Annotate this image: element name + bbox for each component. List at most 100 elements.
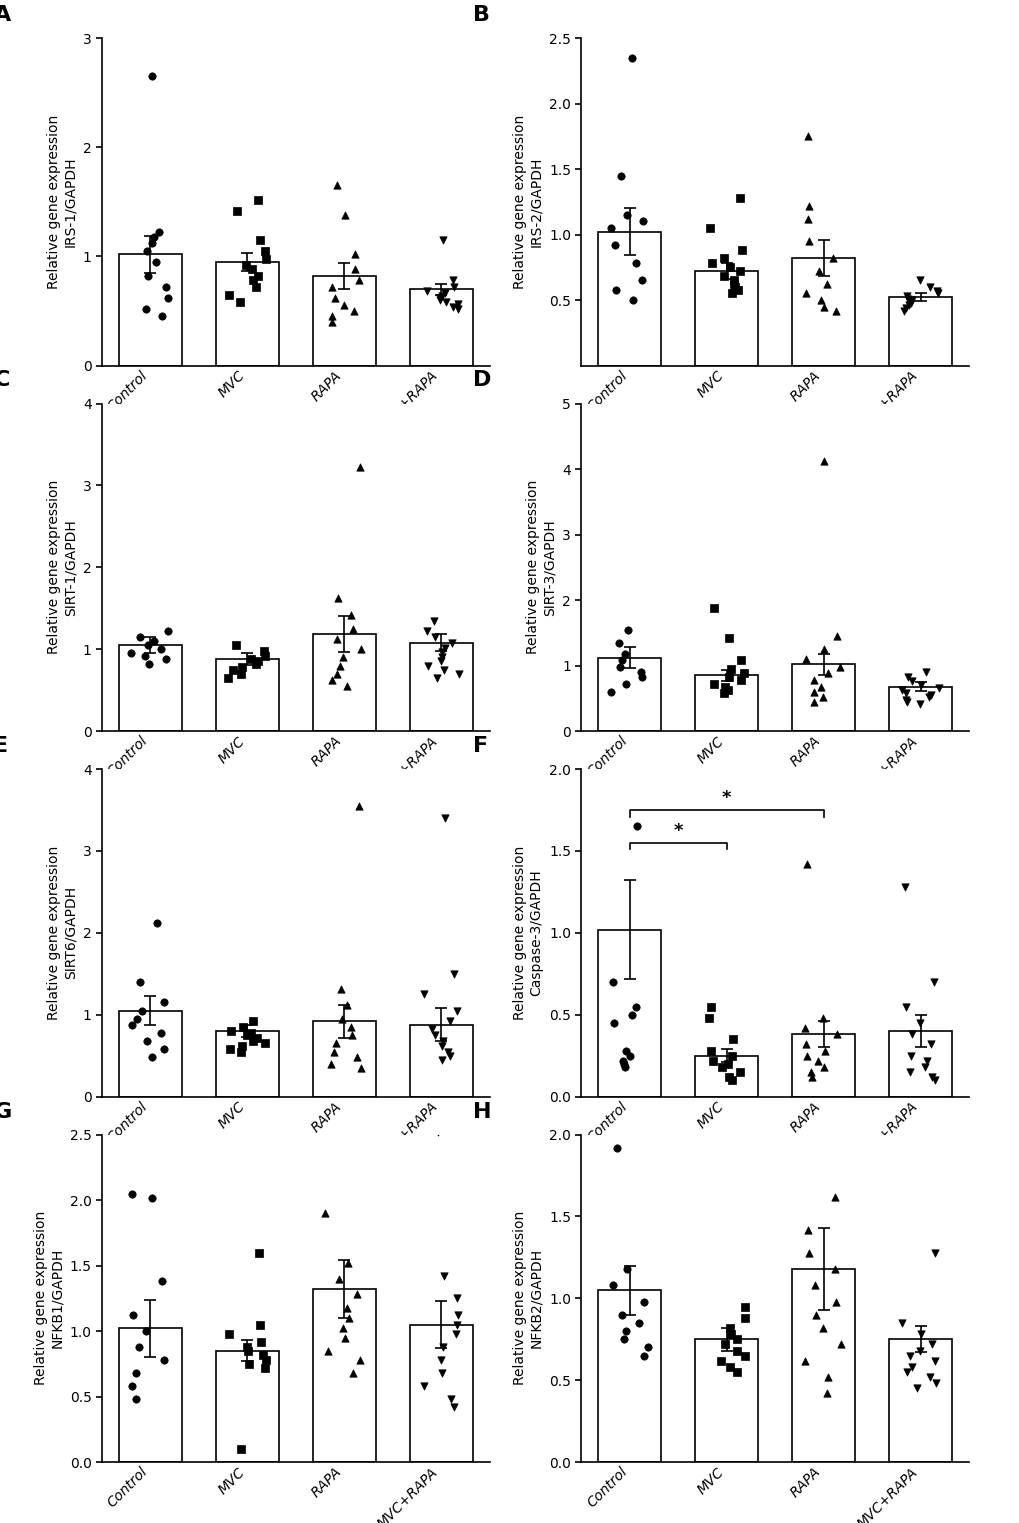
Point: [904, 1022, 920, 1046]
Bar: [313, 635, 375, 731]
Y-axis label: Relative gene expression
SIRT-1/GAPDH: Relative gene expression SIRT-1/GAPDH: [47, 480, 77, 655]
Point: [916, 1055, 932, 1080]
Point: [628, 251, 644, 276]
Point: [798, 1043, 814, 1068]
Point: [334, 1316, 351, 1340]
Bar: [889, 297, 951, 366]
Point: [702, 1039, 718, 1063]
Point: [128, 1007, 145, 1031]
Point: [908, 1377, 924, 1401]
Point: [338, 993, 355, 1017]
Point: [144, 64, 160, 88]
Point: [736, 1305, 752, 1330]
Point: [250, 187, 266, 212]
Point: [715, 1333, 732, 1357]
Point: [819, 1365, 836, 1389]
Bar: [313, 1288, 375, 1462]
Y-axis label: Relative gene expression
NFKB1/GAPDH: Relative gene expression NFKB1/GAPDH: [34, 1211, 64, 1386]
Point: [123, 1013, 140, 1037]
Point: [418, 279, 434, 303]
Point: [244, 257, 260, 282]
Point: [814, 1316, 830, 1340]
Point: [814, 1005, 830, 1030]
Point: [433, 1034, 449, 1058]
Point: [723, 282, 740, 306]
Point: [732, 1060, 748, 1084]
Point: [918, 1048, 934, 1072]
Point: [146, 629, 162, 653]
Bar: [598, 231, 660, 366]
Point: [248, 274, 264, 299]
Point: [427, 624, 443, 649]
Point: [720, 666, 737, 690]
Text: F: F: [473, 736, 487, 755]
Point: [434, 646, 450, 670]
Point: [339, 1250, 356, 1275]
Point: [615, 1055, 632, 1080]
Point: [619, 203, 635, 227]
Point: [903, 669, 919, 693]
Point: [930, 676, 947, 701]
Point: [249, 1025, 265, 1049]
Point: [158, 647, 174, 672]
Point: [902, 291, 918, 315]
Point: [635, 1343, 651, 1368]
Point: [826, 1290, 843, 1314]
Point: [434, 1048, 450, 1072]
Point: [635, 1290, 651, 1314]
Point: [805, 667, 821, 691]
Point: [604, 1273, 621, 1298]
Point: [732, 649, 748, 673]
Point: [435, 1028, 451, 1052]
Y-axis label: Relative gene expression
Caspase-3/GAPDH: Relative gene expression Caspase-3/GAPDH: [513, 845, 543, 1020]
Point: [434, 228, 450, 253]
Point: [160, 618, 176, 643]
Point: [634, 268, 650, 292]
Point: [441, 1010, 458, 1034]
Point: [899, 666, 915, 690]
Point: [352, 1348, 368, 1372]
Point: [731, 259, 747, 283]
Bar: [889, 1339, 951, 1462]
Point: [317, 1202, 333, 1226]
Point: [826, 1256, 843, 1281]
Point: [721, 1355, 738, 1380]
Point: [719, 1051, 736, 1075]
Point: [715, 245, 732, 270]
Point: [144, 231, 160, 256]
Bar: [216, 262, 278, 366]
Point: [832, 655, 848, 679]
Point: [901, 1060, 917, 1084]
Point: [799, 207, 815, 231]
Point: [797, 282, 813, 306]
Point: [633, 666, 649, 690]
Point: [911, 268, 927, 292]
Point: [615, 1051, 632, 1075]
Point: [330, 1267, 346, 1292]
Bar: [598, 658, 660, 731]
Bar: [313, 1022, 375, 1097]
Point: [799, 125, 815, 149]
Bar: [410, 1325, 472, 1462]
Point: [221, 1322, 237, 1346]
Point: [433, 1348, 449, 1372]
Point: [234, 1014, 251, 1039]
Point: [911, 1011, 927, 1036]
Point: [726, 273, 742, 297]
Point: [433, 1362, 449, 1386]
Point: [606, 233, 623, 257]
Point: [705, 595, 721, 620]
Point: [703, 251, 719, 276]
Point: [228, 634, 245, 658]
Point: [737, 1295, 753, 1319]
Bar: [792, 1269, 854, 1462]
Point: [728, 1327, 744, 1351]
Point: [432, 649, 448, 673]
Point: [353, 1055, 369, 1080]
Point: [157, 274, 173, 299]
Point: [231, 289, 248, 314]
Point: [799, 1217, 815, 1241]
Point: [327, 1031, 343, 1055]
Point: [225, 658, 242, 682]
Point: [723, 1043, 740, 1068]
